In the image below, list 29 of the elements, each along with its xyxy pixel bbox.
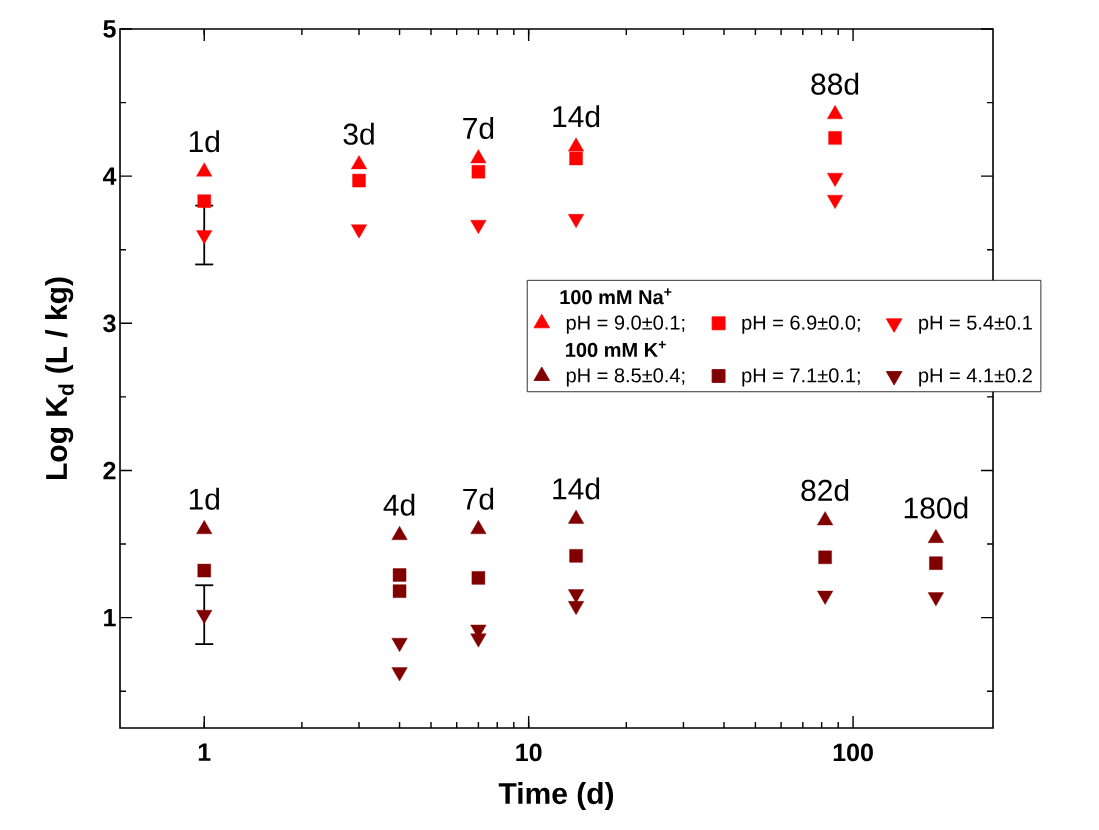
y-tick-label: 3	[103, 314, 116, 333]
legend-label: pH = 5.4±0.1	[919, 315, 1032, 334]
y-tick-label: 1	[104, 609, 116, 627]
legend-label: pH = 8.5±0.4;	[566, 368, 685, 387]
x-tick-label: 10	[516, 743, 542, 762]
x-tick-label: 1	[198, 743, 211, 761]
annotation: 14d	[553, 105, 600, 128]
annotation: 14d	[553, 477, 600, 500]
x-tick-label: 100	[833, 743, 873, 762]
annotation: 3d	[343, 122, 374, 145]
y-tick-label: 2	[103, 461, 116, 480]
y-tick-label: 4	[102, 167, 117, 185]
annotation: 180d	[904, 496, 968, 519]
legend-label: pH = 4.1±0.2	[919, 368, 1032, 387]
annotation: 100 mM K$^{+}$	[566, 341, 666, 357]
annotation: 7d	[463, 116, 494, 139]
y-tick-label: 5	[103, 20, 116, 38]
legend-label: pH = 9.0±0.1;	[566, 315, 685, 334]
annotation: 1d	[189, 487, 219, 510]
y-axis-title: Log K$_{d}$ (L / kg)	[45, 277, 74, 479]
annotation: 82d	[801, 478, 849, 501]
annotation: 4d	[383, 493, 415, 516]
x-axis-title: Time (d)	[498, 782, 614, 811]
legend-label: pH = 7.1±0.1;	[742, 368, 860, 387]
annotation: 1d	[189, 130, 219, 153]
annotation: 88d	[811, 72, 859, 95]
annotation: 100 mM Na$^{+}$	[560, 288, 672, 305]
annotation: 7d	[463, 487, 494, 510]
legend-label: pH = 6.9±0.0;	[742, 315, 860, 334]
